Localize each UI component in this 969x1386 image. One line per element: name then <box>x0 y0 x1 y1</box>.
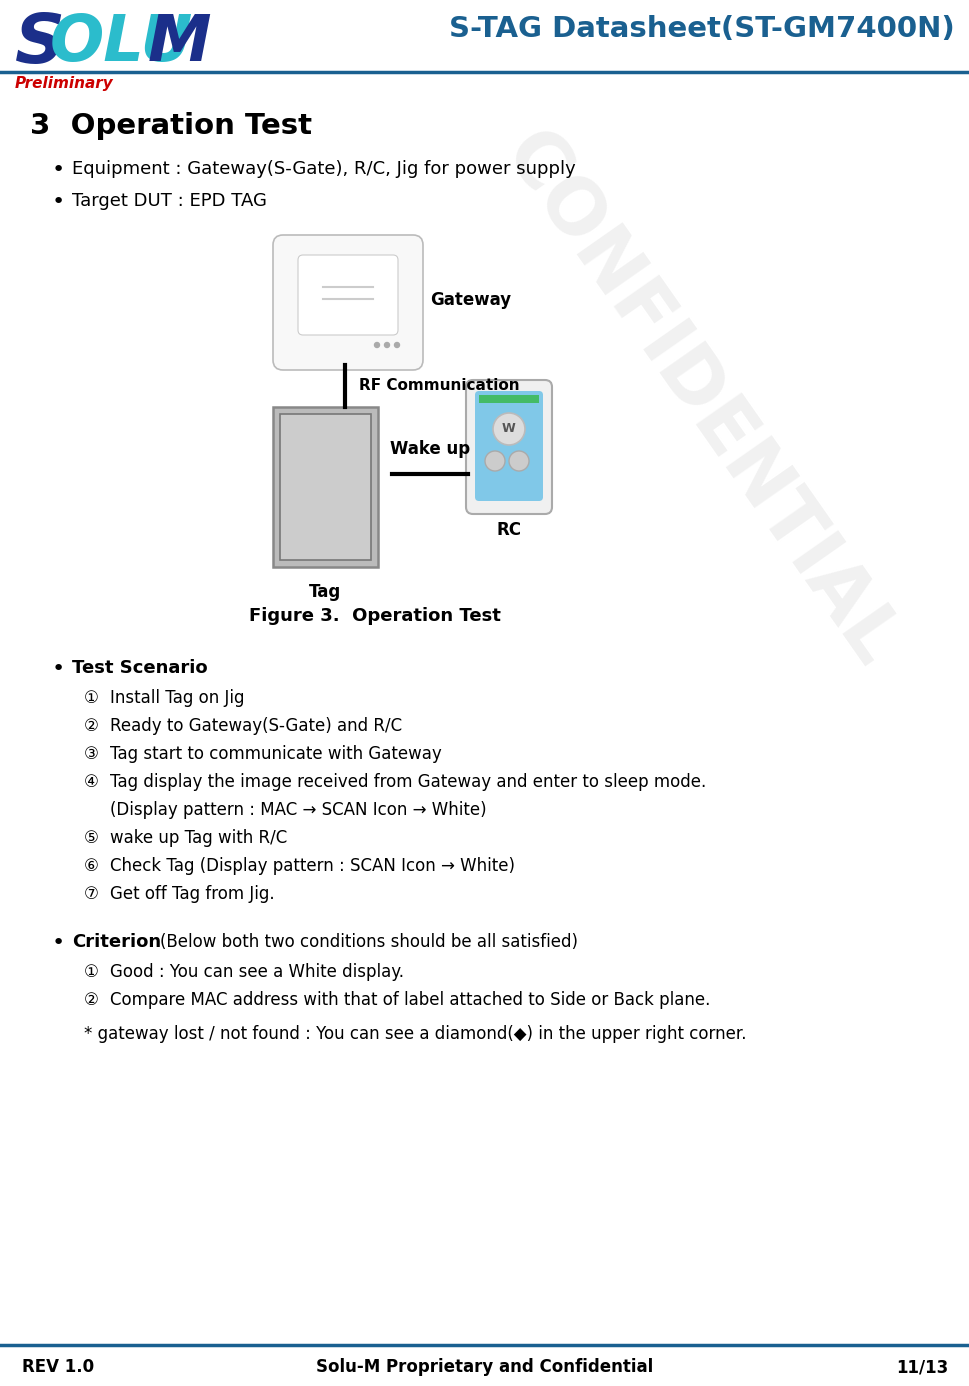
FancyBboxPatch shape <box>272 236 422 370</box>
Text: Get off Tag from Jig.: Get off Tag from Jig. <box>109 886 274 904</box>
Text: Tag start to communicate with Gateway: Tag start to communicate with Gateway <box>109 746 441 764</box>
Text: RF Communication: RF Communication <box>359 378 519 394</box>
Text: Install Tag on Jig: Install Tag on Jig <box>109 689 244 707</box>
Text: ①: ① <box>84 689 99 707</box>
Text: Good : You can see a White display.: Good : You can see a White display. <box>109 963 403 981</box>
Text: Ready to Gateway(S-Gate) and R/C: Ready to Gateway(S-Gate) and R/C <box>109 717 402 735</box>
Text: Wake up: Wake up <box>390 441 470 459</box>
Text: REV 1.0: REV 1.0 <box>22 1358 94 1376</box>
Text: Tag: Tag <box>309 584 341 602</box>
Text: •: • <box>52 658 65 679</box>
Bar <box>479 395 539 403</box>
Text: ⑥: ⑥ <box>84 857 99 875</box>
Bar <box>272 407 378 567</box>
Text: ⑤: ⑤ <box>84 829 99 847</box>
Text: Criterion: Criterion <box>72 933 161 951</box>
Text: Target DUT : EPD TAG: Target DUT : EPD TAG <box>72 193 266 211</box>
Text: ⑦: ⑦ <box>84 886 99 904</box>
Text: Figure 3.  Operation Test: Figure 3. Operation Test <box>249 607 500 625</box>
Text: Equipment : Gateway(S-Gate), R/C, Jig for power supply: Equipment : Gateway(S-Gate), R/C, Jig fo… <box>72 159 576 177</box>
Circle shape <box>394 342 399 348</box>
Text: wake up Tag with R/C: wake up Tag with R/C <box>109 829 287 847</box>
Text: S-TAG Datasheet(ST-GM7400N): S-TAG Datasheet(ST-GM7400N) <box>449 15 954 43</box>
Circle shape <box>492 413 524 445</box>
Text: CONFIDENTIAL: CONFIDENTIAL <box>487 119 911 681</box>
Bar <box>280 414 370 560</box>
Text: •: • <box>52 933 65 954</box>
Text: (Below both two conditions should be all satisfied): (Below both two conditions should be all… <box>160 933 578 951</box>
Circle shape <box>484 450 505 471</box>
Text: * gateway lost / not found : You can see a diamond(◆) in the upper right corner.: * gateway lost / not found : You can see… <box>84 1026 746 1044</box>
Text: Compare MAC address with that of label attached to Side or Back plane.: Compare MAC address with that of label a… <box>109 991 709 1009</box>
Text: ①: ① <box>84 963 99 981</box>
Text: ②: ② <box>84 717 99 735</box>
Text: RC: RC <box>496 521 521 539</box>
Text: ④: ④ <box>84 773 99 791</box>
Circle shape <box>374 342 379 348</box>
Text: Tag display the image received from Gateway and enter to sleep mode.: Tag display the image received from Gate… <box>109 773 705 791</box>
Circle shape <box>384 342 390 348</box>
Text: (Display pattern : MAC → SCAN Icon → White): (Display pattern : MAC → SCAN Icon → Whi… <box>109 801 486 819</box>
Text: M: M <box>148 12 211 73</box>
Text: •: • <box>52 159 65 180</box>
Text: Preliminary: Preliminary <box>15 76 113 91</box>
Text: Test Scenario: Test Scenario <box>72 658 207 676</box>
Text: 11/13: 11/13 <box>894 1358 947 1376</box>
Text: OLU: OLU <box>50 12 193 73</box>
Text: 3  Operation Test: 3 Operation Test <box>30 112 312 140</box>
Circle shape <box>509 450 528 471</box>
FancyBboxPatch shape <box>475 391 543 500</box>
Text: W: W <box>502 423 516 435</box>
Text: S: S <box>15 10 65 78</box>
Text: ②: ② <box>84 991 99 1009</box>
Text: •: • <box>52 193 65 212</box>
FancyBboxPatch shape <box>465 380 551 514</box>
Text: Solu-M Proprietary and Confidential: Solu-M Proprietary and Confidential <box>316 1358 653 1376</box>
Text: Check Tag (Display pattern : SCAN Icon → White): Check Tag (Display pattern : SCAN Icon →… <box>109 857 515 875</box>
Text: Gateway: Gateway <box>429 291 511 309</box>
FancyBboxPatch shape <box>297 255 397 335</box>
Text: ③: ③ <box>84 746 99 764</box>
